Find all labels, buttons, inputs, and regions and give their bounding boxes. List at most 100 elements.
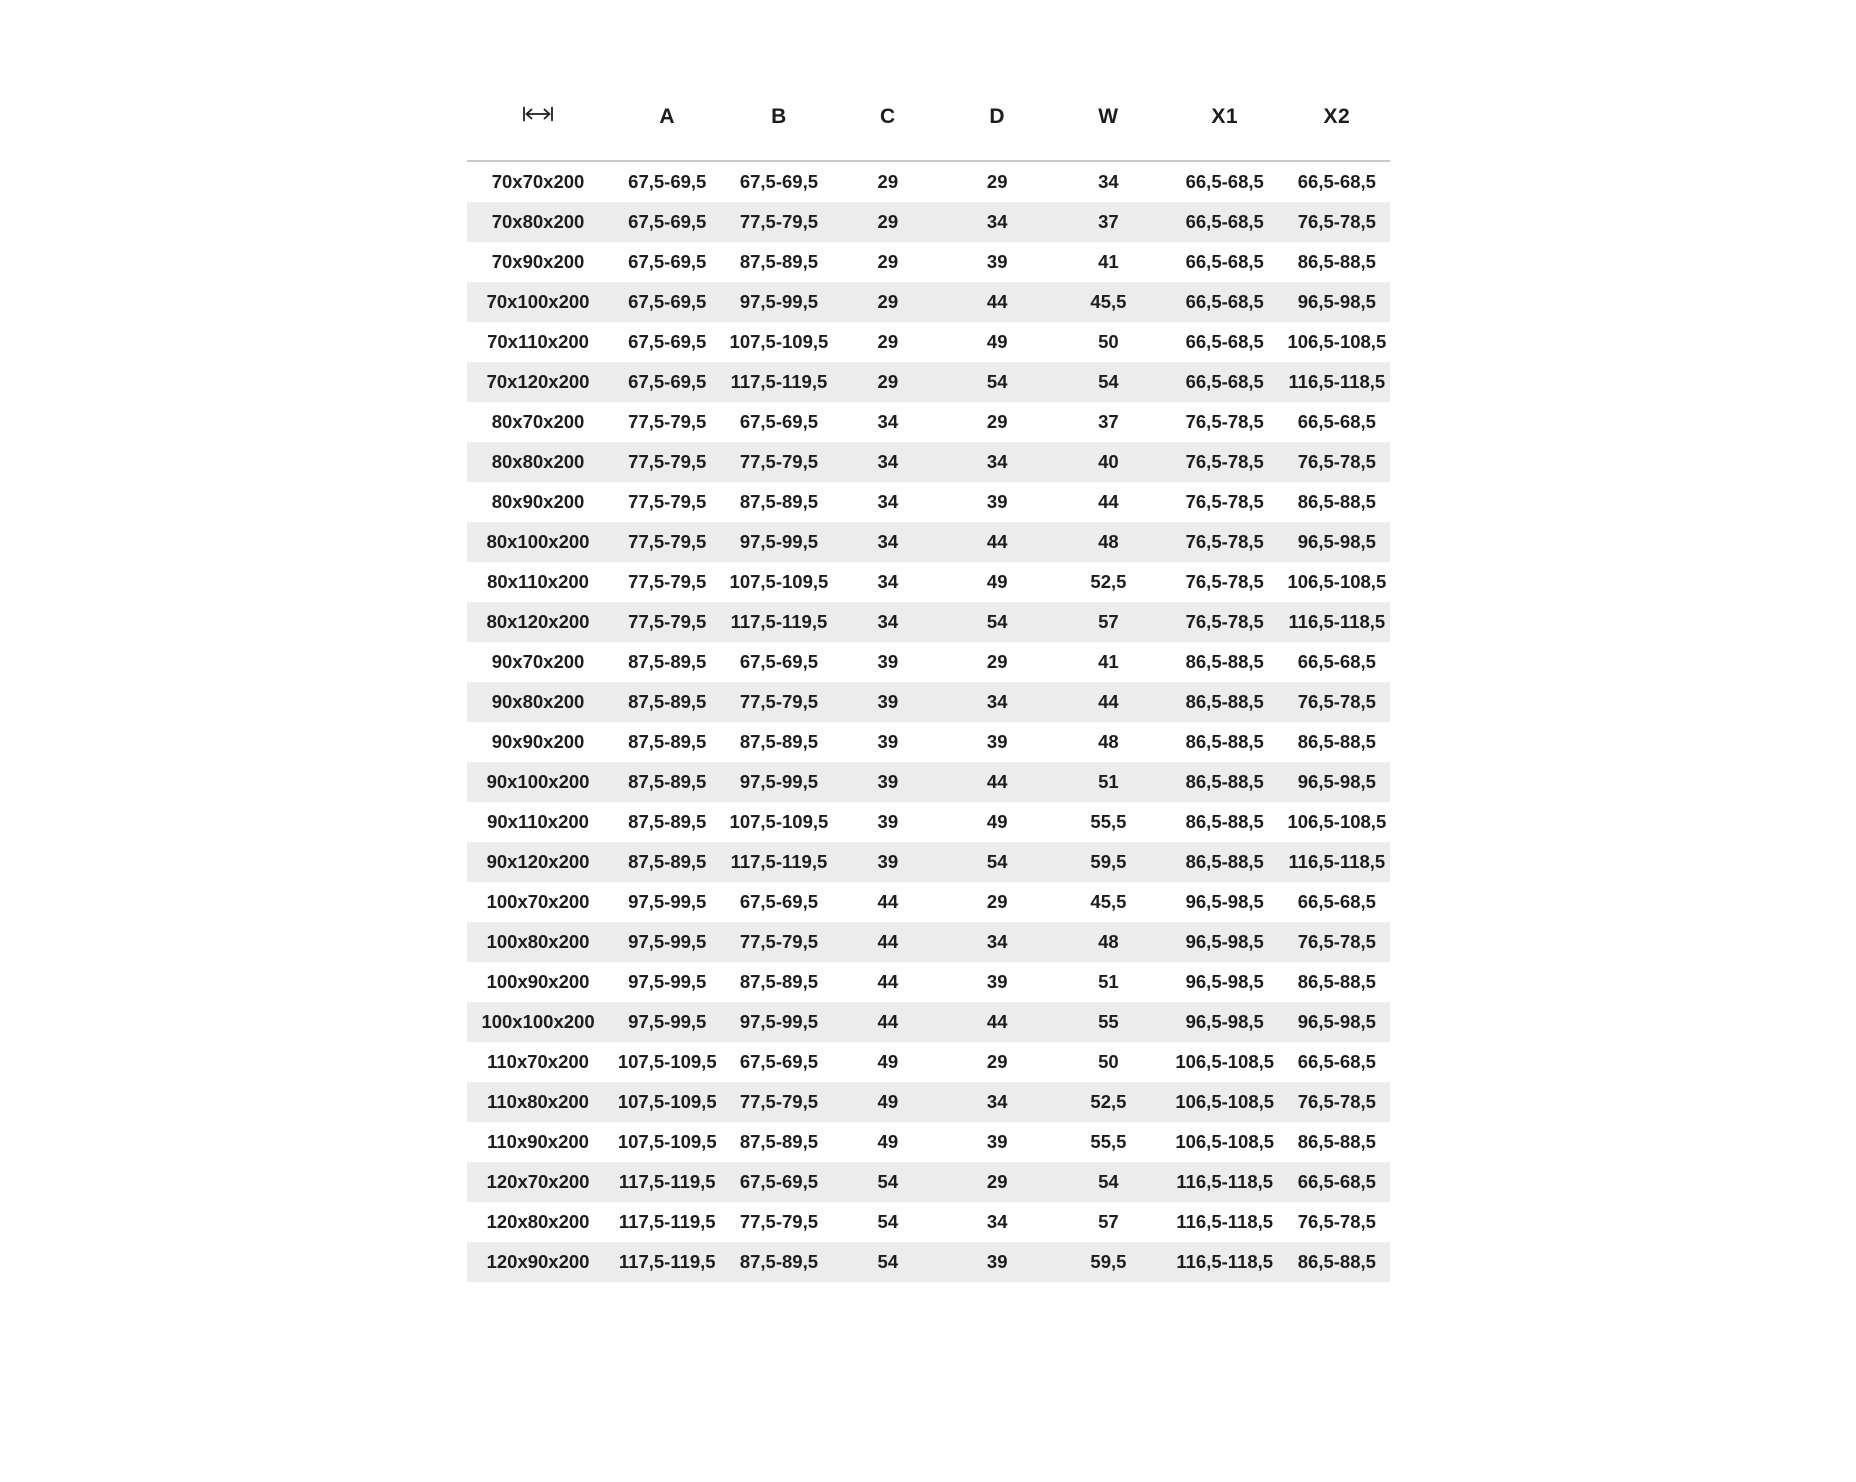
table-row: 120x80x200 117,5-119,5 77,5-79,5 54 34 57 116,…	[467, 1202, 1390, 1242]
value-cell: 97,5-99,5	[628, 971, 707, 992]
value-cell: 96,5-98,5	[1185, 931, 1264, 952]
value-cell: 55	[1098, 1011, 1119, 1032]
value-cell: 86,5-88,5	[1297, 251, 1376, 272]
column-header-a: A	[609, 90, 725, 162]
value-cell: 77,5-79,5	[739, 691, 819, 712]
value-cell: 77,5-79,5	[628, 531, 707, 552]
value-cell: 96,5-98,5	[1297, 771, 1376, 792]
table-row: 70x70x200 67,5-69,5 67,5-69,5 29 29 34 66,5-68…	[467, 161, 1390, 202]
value-cell: 66,5-68,5	[1185, 291, 1264, 312]
value-cell: 76,5-78,5	[1185, 611, 1264, 632]
table-row: 90x80x200 87,5-89,5 77,5-79,5 39 34 44 86,5-88…	[466, 682, 1390, 722]
value-cell: 34	[877, 491, 899, 512]
value-cell: 87,5-89,5	[628, 651, 707, 672]
column-header-w: W	[1051, 90, 1166, 162]
value-cell: 34	[877, 451, 899, 472]
value-cell: 116,5-118,5	[1176, 1171, 1274, 1192]
value-cell: 96,5-98,5	[1297, 531, 1376, 552]
value-cell: 39	[877, 771, 899, 792]
table-row: 90x70x200 87,5-89,5 67,5-69,5 39 29 41 86,5-88…	[467, 642, 1390, 682]
value-cell: 49	[986, 811, 1008, 832]
value-cell: 39	[986, 1131, 1008, 1152]
value-cell: 66,5-68,5	[1297, 891, 1376, 912]
size-cell: 70x90x200	[491, 251, 585, 272]
size-cell: 80x120x200	[486, 611, 590, 632]
value-cell: 77,5-79,5	[628, 411, 707, 432]
size-cell: 100x100x200	[481, 1011, 595, 1032]
size-cell: 90x70x200	[491, 651, 585, 672]
value-cell: 67,5-69,5	[739, 891, 819, 912]
value-cell: 66,5-68,5	[1185, 171, 1264, 192]
column-header-size	[466, 90, 610, 162]
size-cell: 80x70x200	[491, 411, 585, 432]
value-cell: 66,5-68,5	[1297, 411, 1376, 432]
value-cell: 107,5-109,5	[729, 331, 829, 352]
value-cell: 117,5-119,5	[730, 851, 828, 872]
table-row: 90x120x200 87,5-89,5 117,5-119,5 39 54 59,5 86…	[466, 842, 1390, 882]
value-cell: 96,5-98,5	[1185, 1011, 1264, 1032]
value-cell: 54	[1098, 371, 1119, 392]
value-cell: 29	[986, 411, 1008, 432]
value-cell: 76,5-78,5	[1297, 211, 1376, 232]
value-cell: 39	[986, 491, 1008, 512]
value-cell: 57	[1098, 1211, 1119, 1232]
value-cell: 44	[986, 771, 1008, 792]
value-cell: 44	[877, 931, 899, 952]
value-cell: 50	[1098, 1051, 1119, 1072]
value-cell: 67,5-69,5	[628, 291, 707, 312]
value-cell: 29	[877, 251, 899, 272]
value-cell: 29	[986, 1051, 1008, 1072]
value-cell: 97,5-99,5	[628, 891, 707, 912]
size-cell: 80x90x200	[491, 491, 585, 512]
table-row: 80x90x200 77,5-79,5 87,5-89,5 34 39 44 76,5-78…	[467, 482, 1390, 522]
table-header-row: A B C D W X1 X2	[466, 90, 1390, 162]
value-cell: 66,5-68,5	[1297, 1051, 1376, 1072]
value-cell: 29	[877, 371, 899, 392]
value-cell: 116,5-118,5	[1288, 611, 1386, 632]
value-cell: 76,5-78,5	[1185, 491, 1264, 512]
value-cell: 86,5-88,5	[1185, 691, 1264, 712]
value-cell: 48	[1098, 931, 1119, 952]
value-cell: 44	[877, 971, 899, 992]
value-cell: 66,5-68,5	[1185, 331, 1264, 352]
value-cell: 34	[1098, 171, 1119, 192]
value-cell: 54	[1098, 1171, 1119, 1192]
width-dimension-icon	[521, 104, 555, 130]
value-cell: 49	[986, 571, 1008, 592]
value-cell: 77,5-79,5	[628, 571, 707, 592]
value-cell: 76,5-78,5	[1297, 691, 1376, 712]
value-cell: 87,5-89,5	[739, 491, 819, 512]
value-cell: 66,5-68,5	[1185, 371, 1264, 392]
value-cell: 29	[877, 331, 899, 352]
table-row: 100x80x200 97,5-99,5 77,5-79,5 44 34 48 96,5-9…	[466, 922, 1390, 962]
value-cell: 34	[986, 1211, 1008, 1232]
value-cell: 97,5-99,5	[739, 531, 819, 552]
value-cell: 86,5-88,5	[1297, 1131, 1376, 1152]
value-cell: 45,5	[1090, 891, 1127, 912]
value-cell: 67,5-69,5	[628, 371, 707, 392]
value-cell: 117,5-119,5	[730, 611, 828, 632]
value-cell: 107,5-109,5	[617, 1051, 717, 1072]
value-cell: 86,5-88,5	[1297, 971, 1376, 992]
size-cell: 80x100x200	[486, 531, 590, 552]
value-cell: 34	[986, 691, 1008, 712]
value-cell: 29	[877, 211, 899, 232]
value-cell: 77,5-79,5	[628, 451, 707, 472]
value-cell: 59,5	[1090, 851, 1127, 872]
size-cell: 100x70x200	[486, 891, 590, 912]
value-cell: 106,5-108,5	[1287, 331, 1387, 352]
value-cell: 86,5-88,5	[1185, 771, 1264, 792]
size-cell: 90x110x200	[487, 811, 589, 832]
value-cell: 87,5-89,5	[628, 731, 707, 752]
value-cell: 106,5-108,5	[1287, 571, 1387, 592]
value-cell: 86,5-88,5	[1185, 851, 1264, 872]
value-cell: 34	[877, 411, 899, 432]
value-cell: 117,5-119,5	[618, 1171, 716, 1192]
value-cell: 86,5-88,5	[1185, 811, 1264, 832]
value-cell: 106,5-108,5	[1175, 1091, 1275, 1112]
value-cell: 41	[1098, 251, 1119, 272]
value-cell: 117,5-119,5	[618, 1251, 716, 1272]
value-cell: 76,5-78,5	[1185, 451, 1264, 472]
size-cell: 110x70x200	[487, 1051, 589, 1072]
table-row: 70x110x200 67,5-69,5 107,5-109,5 29 49 50 66,5…	[467, 322, 1390, 362]
